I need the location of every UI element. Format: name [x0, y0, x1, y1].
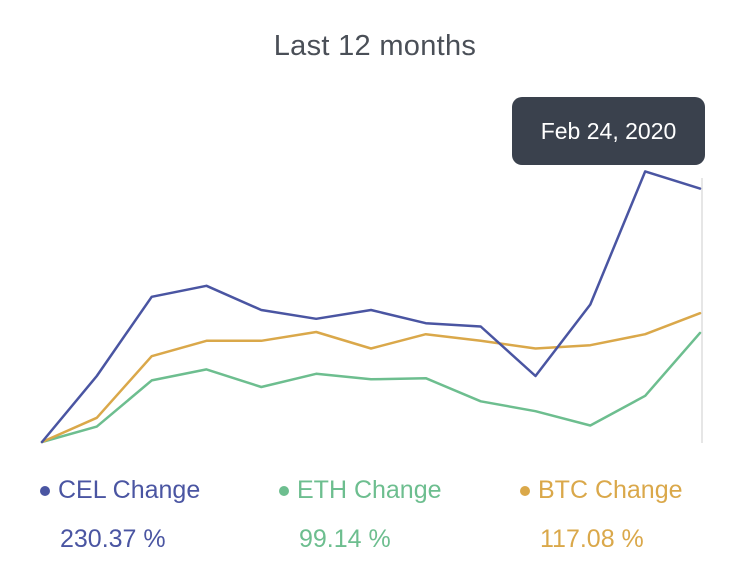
date-tooltip: Feb 24, 2020 [512, 97, 705, 165]
chart-title: Last 12 months [273, 30, 477, 62]
legend-value-eth: 99.14 % [299, 525, 391, 553]
legend-label-cel: CEL Change [58, 476, 201, 504]
legend-dot-btc [520, 485, 530, 496]
legend-value-btc: 117.08 % [540, 525, 644, 553]
legend-item-btc: BTC Change 117.08 % [520, 476, 683, 554]
legend-label-eth: ETH Change [297, 476, 442, 504]
legend-dot-cel [40, 485, 50, 496]
legend-item-eth: ETH Change 99.14 % [279, 476, 442, 554]
series-line-eth [40, 331, 702, 444]
legend-value-cel: 230.37 % [60, 525, 166, 553]
legend-dot-eth [279, 485, 289, 496]
series-line-btc [40, 311, 702, 444]
series-line-cel [40, 170, 702, 444]
legend-item-cel: CEL Change 230.37 % [40, 476, 200, 554]
line-chart[interactable] [0, 0, 750, 470]
legend-label-btc: BTC Change [538, 476, 683, 504]
